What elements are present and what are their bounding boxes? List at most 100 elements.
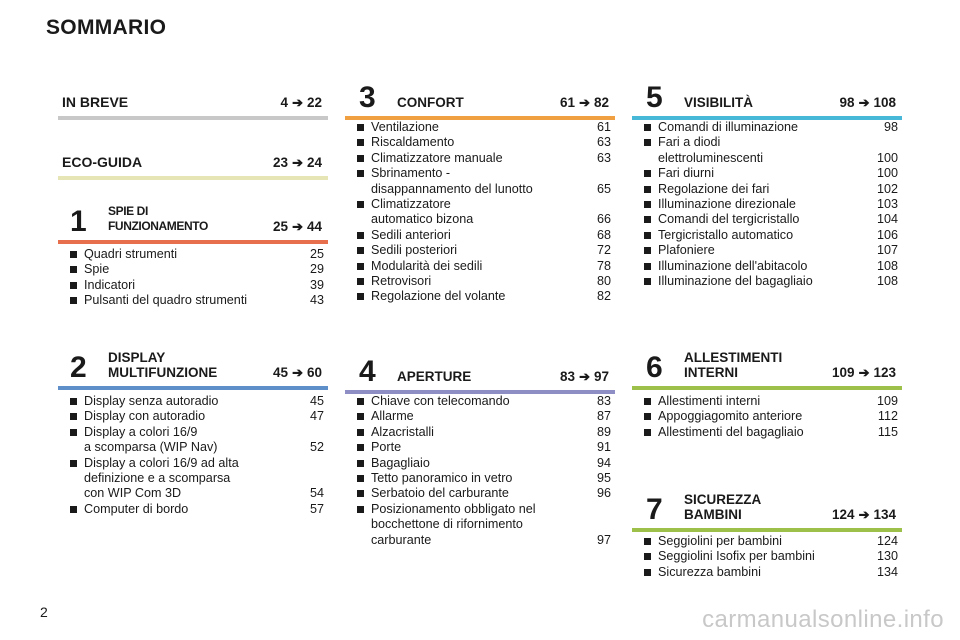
list-item[interactable]: Seggiolini per bambini 124: [642, 534, 900, 549]
list-item[interactable]: Sicurezza bambini 134: [642, 565, 900, 580]
list-item[interactable]: Tetto panoramico in vetro 95: [355, 471, 613, 486]
list-item[interactable]: Pulsanti del quadro strumenti 43: [68, 293, 326, 308]
list-item[interactable]: Plafoniere 107: [642, 243, 900, 258]
page-range: 124 ➔ 134: [832, 507, 896, 522]
bullet-icon: [357, 154, 364, 162]
arrow-right-icon: ➔: [579, 369, 590, 384]
arrow-right-icon: ➔: [858, 507, 870, 522]
item-list: Quadri strumenti 25 Spie 29 Indicatori 39 P…: [68, 247, 326, 309]
bullet-icon: [644, 185, 651, 193]
list-item[interactable]: Sbrinamento - disappannamento del lunotto…: [355, 166, 613, 197]
list-item[interactable]: Comandi di illuminazione 98: [642, 120, 900, 135]
list-item[interactable]: Regolazione del volante 82: [355, 289, 613, 304]
section-2[interactable]: 2 DISPLAY MULTIFUNZIONE 45 ➔ 60 Display sen…: [58, 346, 328, 516]
bullet-icon: [70, 297, 77, 305]
section-6[interactable]: 6 ALLESTIMENTI INTERNI 109 ➔ 123 Allestimen…: [632, 346, 902, 439]
bullet-icon: [357, 444, 364, 452]
list-item[interactable]: Illuminazione del bagagliaio 108: [642, 274, 900, 289]
list-item[interactable]: Posizionamento obbligato nel bocchettone …: [355, 502, 613, 548]
list-item[interactable]: Allestimenti interni 109: [642, 394, 900, 409]
arrow-right-icon: ➔: [579, 95, 590, 110]
bullet-icon: [357, 293, 364, 301]
section-4[interactable]: 4 APERTURE 83 ➔ 97 Chiave con telecomando 8…: [345, 350, 615, 547]
section-7[interactable]: 7 SICUREZZA BAMBINI 124 ➔ 134 Seggiolini pe…: [632, 488, 902, 579]
list-item[interactable]: Allestimenti del bagagliaio 115: [642, 425, 900, 440]
list-item[interactable]: Porte 91: [355, 440, 613, 455]
list-item[interactable]: Illuminazione direzionale 103: [642, 197, 900, 212]
list-item[interactable]: Fari diurni 100: [642, 166, 900, 181]
list-item[interactable]: Chiave con telecomando 83: [355, 394, 613, 409]
list-item[interactable]: Sedili anteriori 68: [355, 228, 613, 243]
bullet-icon: [644, 247, 651, 255]
section-number: 7: [646, 493, 663, 526]
bullet-icon: [70, 459, 77, 467]
section-in-breve[interactable]: IN BREVE 4 ➔ 22: [58, 76, 328, 120]
item-list: Allestimenti interni 109 Appoggiagomito a…: [642, 394, 900, 440]
bullet-icon: [644, 538, 651, 545]
list-item[interactable]: Appoggiagomito anteriore 112: [642, 409, 900, 424]
list-item[interactable]: Comandi del tergicristallo 104: [642, 212, 900, 227]
page-range: 109 ➔ 123: [832, 365, 896, 380]
bullet-icon: [644, 231, 651, 239]
list-item[interactable]: Tergicristallo automatico 106: [642, 228, 900, 243]
page-range: 25 ➔ 44: [273, 219, 322, 234]
list-item[interactable]: Spie 29: [68, 262, 326, 277]
list-item[interactable]: Retrovisori 80: [355, 274, 613, 289]
arrow-right-icon: ➔: [292, 365, 303, 380]
section-1[interactable]: 1 SPIE DI FUNZIONAMENTO 25 ➔ 44 Quadri stru…: [58, 200, 328, 307]
list-item[interactable]: Computer di bordo 57: [68, 502, 326, 517]
arrow-right-icon: ➔: [858, 365, 870, 380]
list-item[interactable]: Regolazione dei fari 102: [642, 182, 900, 197]
bullet-icon: [70, 428, 77, 436]
section-5[interactable]: 5 VISIBILITÀ 98 ➔ 108 Comandi di illuminaz…: [632, 76, 902, 288]
list-item[interactable]: Display a colori 16/9 ad alta definizione…: [68, 456, 326, 502]
list-item[interactable]: Alzacristalli 89: [355, 425, 613, 440]
list-item[interactable]: Fari a diodi elettroluminescenti 100: [642, 135, 900, 166]
list-item[interactable]: Display a colori 16/9 a scomparsa (WIP Na…: [68, 425, 326, 456]
bullet-icon: [357, 398, 364, 405]
arrow-right-icon: ➔: [292, 219, 303, 234]
bullet-icon: [644, 201, 651, 209]
section-number: 4: [359, 355, 376, 388]
list-item[interactable]: Allarme 87: [355, 409, 613, 424]
bullet-icon: [357, 278, 364, 286]
section-3[interactable]: 3 CONFORT 61 ➔ 82 Ventilazione 61 Riscaldam…: [345, 76, 615, 303]
bullet-icon: [644, 553, 651, 561]
page-range: 23 ➔ 24: [273, 155, 322, 170]
list-item[interactable]: Illuminazione dell'abitacolo 108: [642, 259, 900, 274]
section-title: SICUREZZA BAMBINI: [684, 492, 762, 522]
section-title: VISIBILITÀ: [684, 95, 754, 110]
bullet-icon: [644, 216, 651, 224]
section-title: IN BREVE: [62, 94, 129, 110]
watermark: carmanualsonline.info: [702, 606, 944, 633]
bullet-icon: [357, 262, 364, 270]
list-item[interactable]: Climatizzatore automatico bizona 66: [355, 197, 613, 228]
section-number: 6: [646, 351, 663, 384]
section-eco-guida[interactable]: ECO-GUIDA 23 ➔ 24: [58, 136, 328, 180]
section-title: SPIE DI FUNZIONAMENTO: [108, 204, 208, 233]
item-list: Display senza autoradio 45 Display con au…: [68, 394, 326, 517]
list-item[interactable]: Ventilazione 61: [355, 120, 613, 135]
bullet-icon: [357, 139, 364, 147]
item-list: Comandi di illuminazione 98 Fari a diodi e…: [642, 120, 900, 289]
list-item[interactable]: Indicatori 39: [68, 278, 326, 293]
bullet-icon: [70, 413, 77, 421]
list-item[interactable]: Bagagliaio 94: [355, 456, 613, 471]
bullet-icon: [644, 428, 651, 436]
list-item[interactable]: Seggiolini Isofix per bambini 130: [642, 549, 900, 564]
list-item[interactable]: Display con autoradio 47: [68, 409, 326, 424]
page-number: 2: [40, 604, 48, 620]
list-item[interactable]: Modularità dei sedili 78: [355, 259, 613, 274]
section-title: DISPLAY MULTIFUNZIONE: [108, 350, 218, 380]
list-item[interactable]: Riscaldamento 63: [355, 135, 613, 150]
list-item[interactable]: Climatizzatore manuale 63: [355, 151, 613, 166]
page-title: SOMMARIO: [46, 16, 167, 39]
page-range: 4 ➔ 22: [280, 95, 322, 110]
page-range: 45 ➔ 60: [273, 365, 322, 380]
list-item[interactable]: Sedili posteriori 72: [355, 243, 613, 258]
list-item[interactable]: Serbatoio del carburante 96: [355, 486, 613, 501]
list-item[interactable]: Quadri strumenti 25: [68, 247, 326, 262]
item-list: Chiave con telecomando 83 Allarme 87 Alzac…: [355, 394, 613, 548]
list-item[interactable]: Display senza autoradio 45: [68, 394, 326, 409]
page-range: 98 ➔ 108: [839, 95, 896, 110]
